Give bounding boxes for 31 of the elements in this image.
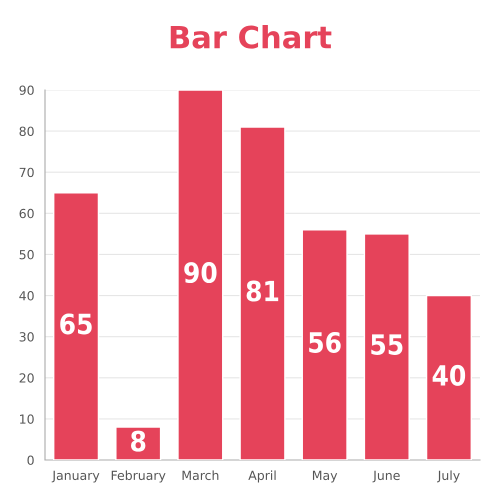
x-tick-label: March: [182, 470, 218, 480]
y-tick-label: 30: [20, 332, 34, 342]
bar: [302, 229, 348, 460]
data-label: 8: [131, 430, 146, 452]
bar: [426, 294, 472, 460]
y-tick-label: 70: [20, 168, 34, 178]
x-tick-label: June: [372, 470, 400, 482]
data-label: 81: [246, 280, 278, 302]
bar: [53, 192, 100, 460]
data-label: 90: [184, 262, 217, 284]
x-tick-label: July: [437, 470, 460, 483]
y-tick-label: 40: [19, 291, 34, 300]
bar: [239, 126, 286, 460]
y-tick-label: 0: [27, 455, 34, 465]
bar: [364, 233, 410, 460]
chart-title: Bar Chart: [170, 25, 332, 49]
data-label: 55: [371, 334, 402, 356]
y-tick-label: 10: [20, 414, 34, 424]
y-tick-label: 60: [20, 208, 34, 218]
y-tick-label: 20: [20, 373, 34, 383]
data-label: 40: [432, 364, 466, 386]
data-label: 65: [60, 313, 92, 334]
x-tick-label: February: [112, 470, 166, 483]
x-tick-label: May: [312, 470, 338, 483]
x-tick-label: January: [52, 470, 100, 483]
data-label: 56: [309, 332, 341, 353]
x-tick-label: April: [248, 470, 276, 483]
y-tick-label: 80: [20, 126, 34, 136]
bar: [177, 90, 224, 460]
y-tick-label: 50: [20, 250, 34, 260]
y-tick-label: 90: [19, 85, 34, 95]
